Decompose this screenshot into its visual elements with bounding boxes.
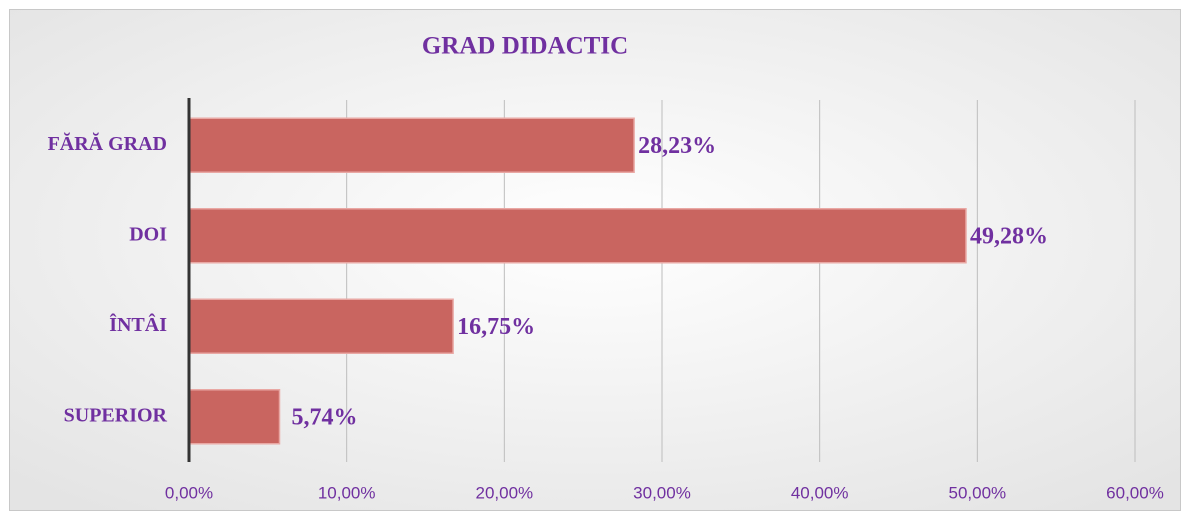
bar <box>188 208 967 264</box>
bar <box>188 117 635 173</box>
x-tick-label: 20,00% <box>475 483 533 502</box>
data-label: 16,75% <box>457 314 535 340</box>
x-tick-label: 0,00% <box>165 483 213 502</box>
x-tick-label: 10,00% <box>318 483 376 502</box>
y-tick-label: ÎNTÂI <box>109 312 167 336</box>
y-tick-label: FĂRĂ GRAD <box>48 131 167 155</box>
data-label: 5,74% <box>292 404 358 430</box>
data-label: 28,23% <box>638 133 716 159</box>
chart-title: GRAD DIDACTIC <box>422 33 628 60</box>
x-tick-label: 60,00% <box>1106 483 1164 502</box>
bar <box>188 389 281 445</box>
y-tick-label: SUPERIOR <box>64 404 168 426</box>
x-tick-label: 50,00% <box>948 483 1006 502</box>
x-tick-label: 30,00% <box>633 483 691 502</box>
bar <box>188 298 454 354</box>
y-tick-label: DOI <box>129 223 167 245</box>
x-tick-label: 40,00% <box>791 483 849 502</box>
data-label: 49,28% <box>970 223 1048 249</box>
